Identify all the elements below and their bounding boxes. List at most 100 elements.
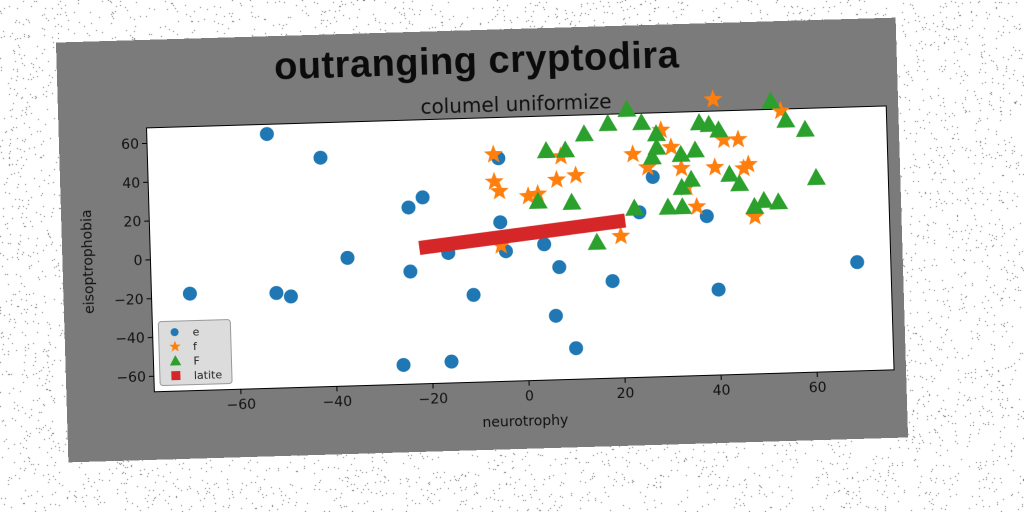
y-tick-label: 40 bbox=[122, 175, 140, 192]
legend-box bbox=[157, 319, 233, 387]
data-point-e bbox=[283, 289, 298, 304]
data-point-e bbox=[645, 169, 660, 184]
data-point-F bbox=[769, 192, 789, 210]
data-point-f bbox=[638, 157, 658, 176]
data-point-f bbox=[671, 158, 691, 177]
legend-marker-f bbox=[169, 340, 181, 352]
data-point-f bbox=[611, 226, 631, 245]
y-tick-label: −20 bbox=[114, 292, 144, 309]
series-f bbox=[483, 89, 791, 254]
data-point-F bbox=[562, 192, 582, 210]
data-point-e bbox=[537, 237, 552, 252]
data-point-f bbox=[738, 154, 758, 173]
data-point-F bbox=[795, 119, 815, 137]
data-point-e bbox=[403, 264, 418, 279]
data-point-f bbox=[745, 206, 765, 225]
data-point-F bbox=[685, 140, 705, 158]
x-tick-label: 60 bbox=[809, 380, 827, 397]
y-tick-label: −40 bbox=[115, 331, 145, 348]
data-point-F bbox=[646, 124, 666, 142]
data-point-F bbox=[745, 196, 765, 215]
data-point-F bbox=[556, 140, 576, 158]
data-point-f bbox=[703, 89, 723, 108]
data-point-f bbox=[651, 120, 671, 139]
data-point-F bbox=[647, 137, 667, 155]
y-tick-label: 20 bbox=[123, 214, 141, 231]
data-point-e bbox=[850, 255, 865, 270]
data-point-f bbox=[705, 157, 725, 176]
figure-card: outranging cryptodira columel uniformize… bbox=[55, 17, 909, 463]
y-tick-label: −60 bbox=[116, 370, 146, 387]
data-point-F bbox=[730, 174, 750, 192]
data-point-e bbox=[269, 286, 284, 301]
data-point-F bbox=[617, 99, 637, 118]
data-point-e bbox=[396, 357, 411, 372]
data-point-e bbox=[548, 308, 563, 323]
data-point-e bbox=[313, 150, 328, 165]
data-point-F bbox=[672, 177, 692, 196]
data-point-f bbox=[491, 235, 511, 254]
data-point-F bbox=[587, 232, 607, 250]
legend-label: latite bbox=[194, 368, 223, 382]
data-point-F bbox=[574, 124, 594, 142]
x-tick-label: −20 bbox=[418, 391, 448, 408]
data-point-e bbox=[340, 250, 355, 265]
data-point-F bbox=[720, 164, 740, 182]
chart-title: columel uniformize bbox=[420, 89, 612, 119]
x-axis-label: neurotrophy bbox=[482, 413, 568, 432]
data-point-F bbox=[632, 112, 652, 131]
data-point-f bbox=[734, 158, 754, 177]
data-point-F bbox=[536, 141, 556, 159]
data-point-F bbox=[528, 191, 548, 210]
x-tick-label: 40 bbox=[712, 383, 730, 400]
data-point-F bbox=[625, 198, 645, 216]
data-point-F bbox=[658, 197, 678, 215]
data-point-f bbox=[547, 169, 567, 189]
data-point-F bbox=[709, 120, 729, 138]
chart-svg: columel uniformize −60 −40 −20 0 20 40 60 −60 −4… bbox=[79, 89, 895, 432]
series-layer bbox=[182, 89, 865, 372]
x-tick-label: 20 bbox=[616, 386, 634, 403]
data-point-F bbox=[598, 113, 618, 132]
data-point-e bbox=[401, 200, 416, 215]
data-point-e bbox=[569, 341, 584, 356]
data-point-f bbox=[489, 181, 509, 200]
data-point-F bbox=[673, 197, 693, 215]
data-point-f bbox=[623, 144, 643, 163]
data-point-e bbox=[415, 190, 430, 205]
axis-ticks: −60 −40 −20 0 20 40 60 −60 −40 −20 0 20 40 60 bbox=[114, 137, 827, 414]
legend-marker-latite bbox=[171, 371, 181, 381]
x-tick-label: 0 bbox=[525, 389, 534, 405]
data-point-F bbox=[806, 167, 826, 186]
data-point-e bbox=[711, 282, 726, 297]
y-tick-label: 60 bbox=[121, 137, 139, 154]
data-point-e bbox=[444, 354, 459, 369]
data-point-e bbox=[259, 127, 274, 142]
legend-label: F bbox=[193, 354, 200, 367]
data-point-F bbox=[642, 147, 662, 165]
data-point-e bbox=[552, 260, 567, 275]
data-point-f bbox=[566, 165, 586, 184]
y-axis-label: eisoptrophobia bbox=[79, 209, 98, 314]
series-line-latite bbox=[418, 213, 627, 255]
data-point-f bbox=[714, 129, 734, 149]
data-point-F bbox=[776, 110, 796, 128]
x-tick-label: −60 bbox=[226, 397, 256, 414]
data-point-F bbox=[754, 190, 774, 209]
data-point-e bbox=[605, 274, 620, 289]
legend-label: f bbox=[193, 340, 198, 353]
series-latite bbox=[418, 213, 627, 255]
data-point-F bbox=[761, 91, 781, 109]
data-point-f bbox=[728, 129, 748, 148]
data-point-F bbox=[682, 169, 701, 187]
x-tick-label: −40 bbox=[322, 394, 352, 411]
data-point-e bbox=[699, 209, 714, 224]
data-point-f bbox=[483, 144, 503, 163]
series-F bbox=[528, 91, 826, 250]
legend-marker-F bbox=[169, 355, 182, 366]
data-point-f bbox=[687, 196, 707, 215]
data-point-F bbox=[699, 114, 719, 133]
plot-area bbox=[146, 105, 895, 393]
series-e bbox=[182, 127, 865, 372]
